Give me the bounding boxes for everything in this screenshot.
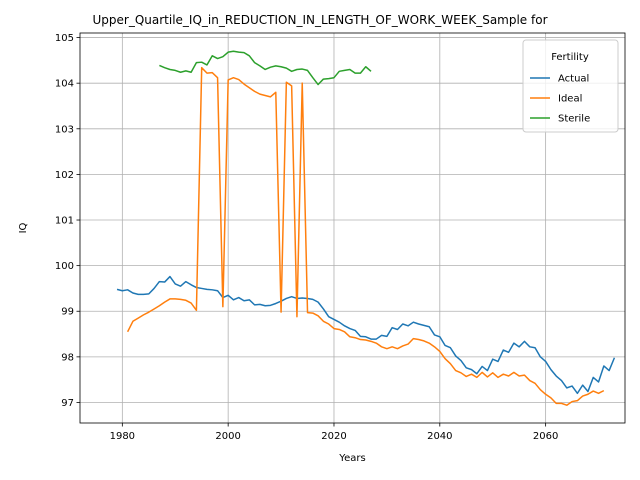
y-tick-label: 100 bbox=[55, 261, 74, 272]
y-tick-label: 99 bbox=[61, 307, 74, 318]
series-line-actual bbox=[116, 275, 616, 395]
x-axis-ticks: 1980 2000 2020 2040 2060 bbox=[110, 423, 558, 442]
chart-title: Upper_Quartile_IQ_in_REDUCTION_IN_LENGTH… bbox=[92, 13, 547, 27]
y-axis-label: IQ bbox=[18, 222, 29, 233]
x-tick-label: 1980 bbox=[110, 431, 135, 442]
y-tick-label: 97 bbox=[61, 398, 74, 409]
y-tick-label: 104 bbox=[55, 79, 74, 90]
legend-label-actual: Actual bbox=[558, 74, 589, 85]
legend-box bbox=[522, 39, 619, 133]
y-tick-label: 98 bbox=[61, 352, 74, 363]
legend-title: Fertility bbox=[551, 52, 589, 63]
y-axis-ticks: 97 98 99 100 101 102 103 104 105 bbox=[55, 33, 80, 409]
x-axis-label: Years bbox=[338, 453, 365, 464]
x-tick-label: 2020 bbox=[321, 431, 346, 442]
y-tick-label: 101 bbox=[55, 216, 74, 227]
x-tick-label: 2000 bbox=[215, 431, 240, 442]
series-line-ideal bbox=[126, 66, 605, 406]
y-tick-label: 105 bbox=[55, 33, 74, 44]
y-tick-label: 103 bbox=[55, 124, 74, 135]
legend-label-sterile: Sterile bbox=[558, 114, 590, 125]
plot-frame bbox=[79, 32, 626, 424]
x-tick-label: 2060 bbox=[533, 431, 558, 442]
y-tick-label: 102 bbox=[55, 170, 74, 181]
x-tick-label: 2040 bbox=[427, 431, 452, 442]
legend-label-ideal: Ideal bbox=[558, 94, 582, 105]
series-line-sterile bbox=[159, 50, 372, 86]
legend: Fertility Actual Ideal Sterile bbox=[522, 39, 619, 133]
series-lines bbox=[116, 50, 616, 406]
